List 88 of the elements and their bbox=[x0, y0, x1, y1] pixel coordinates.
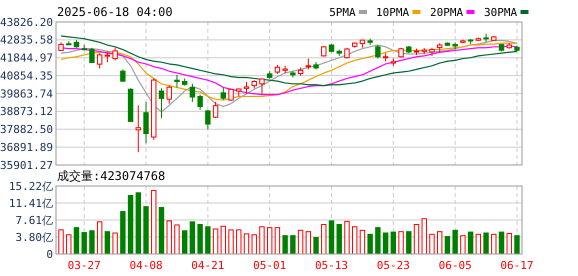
x-tick-label: 06-05 bbox=[438, 259, 472, 272]
bar bbox=[143, 206, 149, 254]
y-tick-label: 37882.50 bbox=[0, 123, 53, 136]
bar bbox=[382, 232, 388, 254]
y-tick-label: 39863.74 bbox=[0, 87, 54, 100]
bar bbox=[220, 226, 226, 254]
legend-label: 5PMA bbox=[329, 6, 356, 19]
bar bbox=[328, 220, 334, 254]
x-tick-label: 05-01 bbox=[253, 259, 286, 272]
y-tick-label: 42835.58 bbox=[0, 34, 53, 47]
bar bbox=[436, 231, 442, 254]
bar bbox=[306, 231, 312, 254]
legend-label: 10PMA bbox=[376, 6, 410, 19]
bar bbox=[360, 230, 366, 254]
bar bbox=[282, 235, 288, 254]
bar bbox=[252, 234, 257, 254]
bar bbox=[367, 234, 373, 254]
bar bbox=[274, 227, 280, 254]
y-tick-label: 7.61亿 bbox=[16, 214, 53, 227]
bar bbox=[259, 226, 265, 254]
bar bbox=[212, 228, 218, 254]
legend-label: 30PMA bbox=[484, 6, 518, 19]
y-tick-label: 43826.20 bbox=[0, 16, 53, 29]
bar bbox=[313, 236, 319, 254]
x-tick-label: 03-27 bbox=[68, 259, 101, 272]
bar bbox=[468, 232, 474, 254]
x-tick-label: 05-13 bbox=[314, 259, 348, 272]
bar bbox=[266, 227, 272, 254]
bar bbox=[151, 190, 156, 254]
bar bbox=[158, 207, 164, 254]
bar bbox=[182, 230, 188, 254]
candlestick bbox=[390, 58, 396, 66]
bar bbox=[452, 230, 458, 254]
bar bbox=[352, 226, 358, 254]
y-tick-label: 36891.89 bbox=[0, 140, 53, 154]
y-tick-label: 3.80亿 bbox=[16, 230, 53, 244]
line-series bbox=[60, 40, 518, 112]
bar bbox=[444, 236, 450, 254]
bar bbox=[205, 226, 211, 254]
bar bbox=[166, 220, 172, 254]
y-tick-label: 15.22亿 bbox=[8, 180, 53, 193]
x-tick-label: 04-08 bbox=[129, 259, 163, 272]
bar bbox=[82, 232, 87, 254]
bar bbox=[190, 221, 196, 254]
bar bbox=[414, 224, 420, 254]
candlestick bbox=[143, 101, 149, 144]
chart-title: 2025-06-18 04:00 bbox=[57, 5, 173, 19]
line-series bbox=[60, 35, 518, 86]
bar bbox=[104, 231, 110, 254]
bar bbox=[290, 235, 296, 254]
bar bbox=[136, 192, 142, 254]
bar bbox=[406, 231, 412, 254]
bar bbox=[174, 224, 180, 254]
x-tick-label: 04-21 bbox=[191, 259, 224, 272]
bar bbox=[476, 234, 482, 254]
bar bbox=[112, 232, 118, 254]
bar bbox=[483, 232, 489, 254]
bar bbox=[89, 230, 95, 254]
bar bbox=[498, 232, 504, 254]
bar bbox=[236, 229, 242, 254]
bar bbox=[460, 235, 466, 254]
bar bbox=[128, 194, 134, 254]
y-tick-label: 35901.27 bbox=[0, 158, 53, 172]
bar bbox=[298, 230, 304, 254]
bar bbox=[506, 232, 512, 254]
y-tick-label: 38873.12 bbox=[0, 105, 53, 118]
bar bbox=[375, 227, 381, 254]
bar bbox=[422, 218, 427, 254]
chart-title: 成交量:423074768 bbox=[57, 169, 166, 183]
bar bbox=[398, 231, 404, 254]
bar bbox=[96, 221, 102, 254]
bar bbox=[390, 232, 396, 254]
legend-label: 20PMA bbox=[430, 6, 464, 19]
bar bbox=[344, 220, 350, 254]
y-tick-label: 0 bbox=[46, 248, 53, 261]
bar bbox=[336, 224, 342, 254]
bar bbox=[491, 234, 496, 254]
bar bbox=[120, 211, 126, 254]
candlestick bbox=[136, 104, 142, 153]
y-tick-label: 40854.35 bbox=[0, 69, 53, 82]
x-tick-label: 06-17 bbox=[500, 259, 534, 272]
x-tick-label: 05-23 bbox=[376, 259, 410, 272]
y-tick-label: 41844.97 bbox=[0, 52, 53, 65]
bar bbox=[66, 234, 72, 254]
y-tick-label: 11.41亿 bbox=[8, 196, 53, 210]
bar bbox=[321, 224, 326, 254]
bar bbox=[74, 227, 80, 254]
bar bbox=[197, 224, 203, 254]
